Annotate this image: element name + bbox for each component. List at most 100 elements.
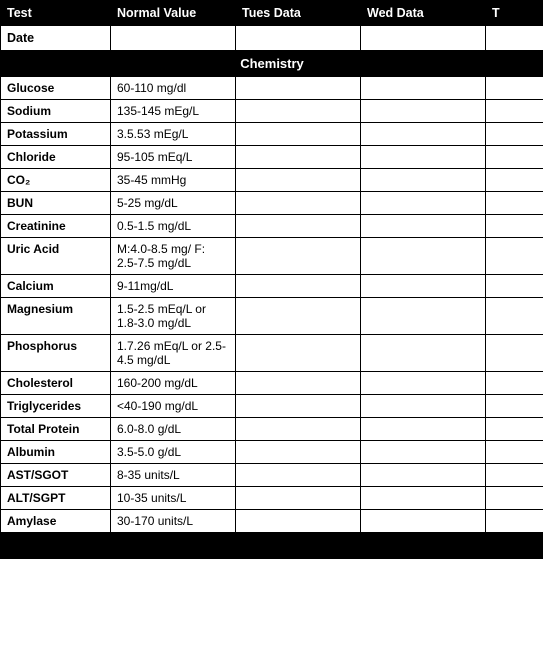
- th-data[interactable]: [486, 123, 543, 146]
- test-name: Potassium: [1, 123, 111, 146]
- tues-data[interactable]: [236, 464, 361, 487]
- wed-data[interactable]: [361, 275, 486, 298]
- th-data[interactable]: [486, 238, 543, 275]
- test-name: Sodium: [1, 100, 111, 123]
- normal-value: 95-105 mEq/L: [111, 146, 236, 169]
- normal-value: 135-145 mEg/L: [111, 100, 236, 123]
- wed-data[interactable]: [361, 372, 486, 395]
- wed-data[interactable]: [361, 464, 486, 487]
- normal-value: 160-200 mg/dL: [111, 372, 236, 395]
- tues-data[interactable]: [236, 418, 361, 441]
- test-name: ALT/SGPT: [1, 487, 111, 510]
- table-row: Phosphorus1.7.26 mEq/L or 2.5-4.5 mg/dL: [1, 335, 543, 372]
- col-header-test: Test: [1, 1, 111, 26]
- tues-data[interactable]: [236, 510, 361, 533]
- table-row: CO₂35-45 mmHg: [1, 169, 543, 192]
- tues-data[interactable]: [236, 395, 361, 418]
- wed-data[interactable]: [361, 77, 486, 100]
- test-name: Uric Acid: [1, 238, 111, 275]
- section-title: Chemistry: [1, 51, 543, 77]
- normal-value: 60-110 mg/dl: [111, 77, 236, 100]
- wed-data[interactable]: [361, 238, 486, 275]
- th-data[interactable]: [486, 298, 543, 335]
- test-name: Triglycerides: [1, 395, 111, 418]
- test-name: Chloride: [1, 146, 111, 169]
- th-data[interactable]: [486, 395, 543, 418]
- wed-data[interactable]: [361, 169, 486, 192]
- table-row: Amylase30-170 units/L: [1, 510, 543, 533]
- table-row: Potassium3.5.53 mEg/L: [1, 123, 543, 146]
- th-data[interactable]: [486, 464, 543, 487]
- tues-data[interactable]: [236, 238, 361, 275]
- normal-value: 8-35 units/L: [111, 464, 236, 487]
- date-row: Date: [1, 26, 543, 51]
- col-header-normal-value: Normal Value: [111, 1, 236, 26]
- tues-data[interactable]: [236, 298, 361, 335]
- normal-value: M:4.0-8.5 mg/ F: 2.5-7.5 mg/dL: [111, 238, 236, 275]
- tues-data[interactable]: [236, 487, 361, 510]
- tues-data[interactable]: [236, 123, 361, 146]
- th-data[interactable]: [486, 275, 543, 298]
- th-data[interactable]: [486, 77, 543, 100]
- normal-value: 6.0-8.0 g/dL: [111, 418, 236, 441]
- tues-data[interactable]: [236, 169, 361, 192]
- wed-data[interactable]: [361, 192, 486, 215]
- wed-data[interactable]: [361, 123, 486, 146]
- tues-data[interactable]: [236, 77, 361, 100]
- table-row: Glucose60-110 mg/dl: [1, 77, 543, 100]
- tues-data[interactable]: [236, 192, 361, 215]
- tues-data[interactable]: [236, 215, 361, 238]
- th-data[interactable]: [486, 441, 543, 464]
- test-name: Calcium: [1, 275, 111, 298]
- normal-value: 30-170 units/L: [111, 510, 236, 533]
- table-row: Chloride95-105 mEq/L: [1, 146, 543, 169]
- th-data[interactable]: [486, 192, 543, 215]
- th-data[interactable]: [486, 372, 543, 395]
- wed-data[interactable]: [361, 215, 486, 238]
- wed-data[interactable]: [361, 441, 486, 464]
- th-data[interactable]: [486, 169, 543, 192]
- table-row: Total Protein6.0-8.0 g/dL: [1, 418, 543, 441]
- section-header-next: [1, 533, 543, 559]
- section-header-chemistry: Chemistry: [1, 51, 543, 77]
- tues-data[interactable]: [236, 146, 361, 169]
- tues-data[interactable]: [236, 275, 361, 298]
- th-data[interactable]: [486, 146, 543, 169]
- normal-value: 5-25 mg/dL: [111, 192, 236, 215]
- tues-data[interactable]: [236, 372, 361, 395]
- normal-value: 1.7.26 mEq/L or 2.5-4.5 mg/dL: [111, 335, 236, 372]
- col-header-th: T: [486, 1, 543, 26]
- th-data[interactable]: [486, 418, 543, 441]
- lab-table: Test Normal Value Tues Data Wed Data T D…: [0, 0, 543, 559]
- normal-value: 9-11mg/dL: [111, 275, 236, 298]
- th-data[interactable]: [486, 215, 543, 238]
- date-tues[interactable]: [236, 26, 361, 51]
- wed-data[interactable]: [361, 298, 486, 335]
- table-row: ALT/SGPT10-35 units/L: [1, 487, 543, 510]
- normal-value: <40-190 mg/dL: [111, 395, 236, 418]
- wed-data[interactable]: [361, 335, 486, 372]
- wed-data[interactable]: [361, 510, 486, 533]
- wed-data[interactable]: [361, 487, 486, 510]
- date-wed[interactable]: [361, 26, 486, 51]
- th-data[interactable]: [486, 487, 543, 510]
- tues-data[interactable]: [236, 335, 361, 372]
- wed-data[interactable]: [361, 418, 486, 441]
- wed-data[interactable]: [361, 146, 486, 169]
- table-row: Albumin3.5-5.0 g/dL: [1, 441, 543, 464]
- col-header-tues: Tues Data: [236, 1, 361, 26]
- table-row: AST/SGOT8-35 units/L: [1, 464, 543, 487]
- th-data[interactable]: [486, 335, 543, 372]
- date-th[interactable]: [486, 26, 543, 51]
- table-row: Cholesterol160-200 mg/dL: [1, 372, 543, 395]
- wed-data[interactable]: [361, 100, 486, 123]
- tues-data[interactable]: [236, 100, 361, 123]
- th-data[interactable]: [486, 100, 543, 123]
- normal-value: 3.5.53 mEg/L: [111, 123, 236, 146]
- test-name: CO₂: [1, 169, 111, 192]
- th-data[interactable]: [486, 510, 543, 533]
- wed-data[interactable]: [361, 395, 486, 418]
- normal-value: 0.5-1.5 mg/dL: [111, 215, 236, 238]
- tues-data[interactable]: [236, 441, 361, 464]
- section-title: [1, 533, 543, 559]
